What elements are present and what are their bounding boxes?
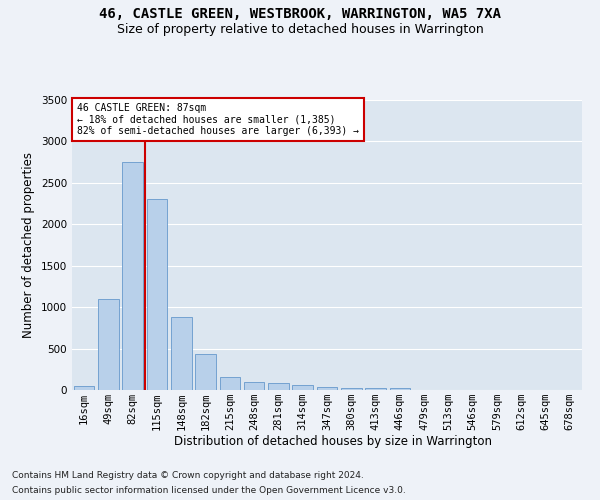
Bar — [365, 388, 386, 390]
Text: Contains public sector information licensed under the Open Government Licence v3: Contains public sector information licen… — [12, 486, 406, 495]
Bar — [341, 388, 362, 390]
Bar — [195, 354, 216, 390]
Text: Contains HM Land Registry data © Crown copyright and database right 2024.: Contains HM Land Registry data © Crown c… — [12, 471, 364, 480]
Bar — [98, 299, 119, 390]
Text: Size of property relative to detached houses in Warrington: Size of property relative to detached ho… — [116, 22, 484, 36]
Bar — [220, 376, 240, 390]
Bar — [292, 386, 313, 390]
Bar — [146, 200, 167, 390]
Bar — [268, 382, 289, 390]
Text: 46, CASTLE GREEN, WESTBROOK, WARRINGTON, WA5 7XA: 46, CASTLE GREEN, WESTBROOK, WARRINGTON,… — [99, 8, 501, 22]
Bar — [244, 382, 265, 390]
Y-axis label: Number of detached properties: Number of detached properties — [22, 152, 35, 338]
Bar — [317, 386, 337, 390]
Bar — [74, 386, 94, 390]
Bar — [171, 317, 191, 390]
Text: 46 CASTLE GREEN: 87sqm
← 18% of detached houses are smaller (1,385)
82% of semi-: 46 CASTLE GREEN: 87sqm ← 18% of detached… — [77, 103, 359, 136]
Text: Distribution of detached houses by size in Warrington: Distribution of detached houses by size … — [174, 435, 492, 448]
Bar — [122, 162, 143, 390]
Bar — [389, 388, 410, 390]
